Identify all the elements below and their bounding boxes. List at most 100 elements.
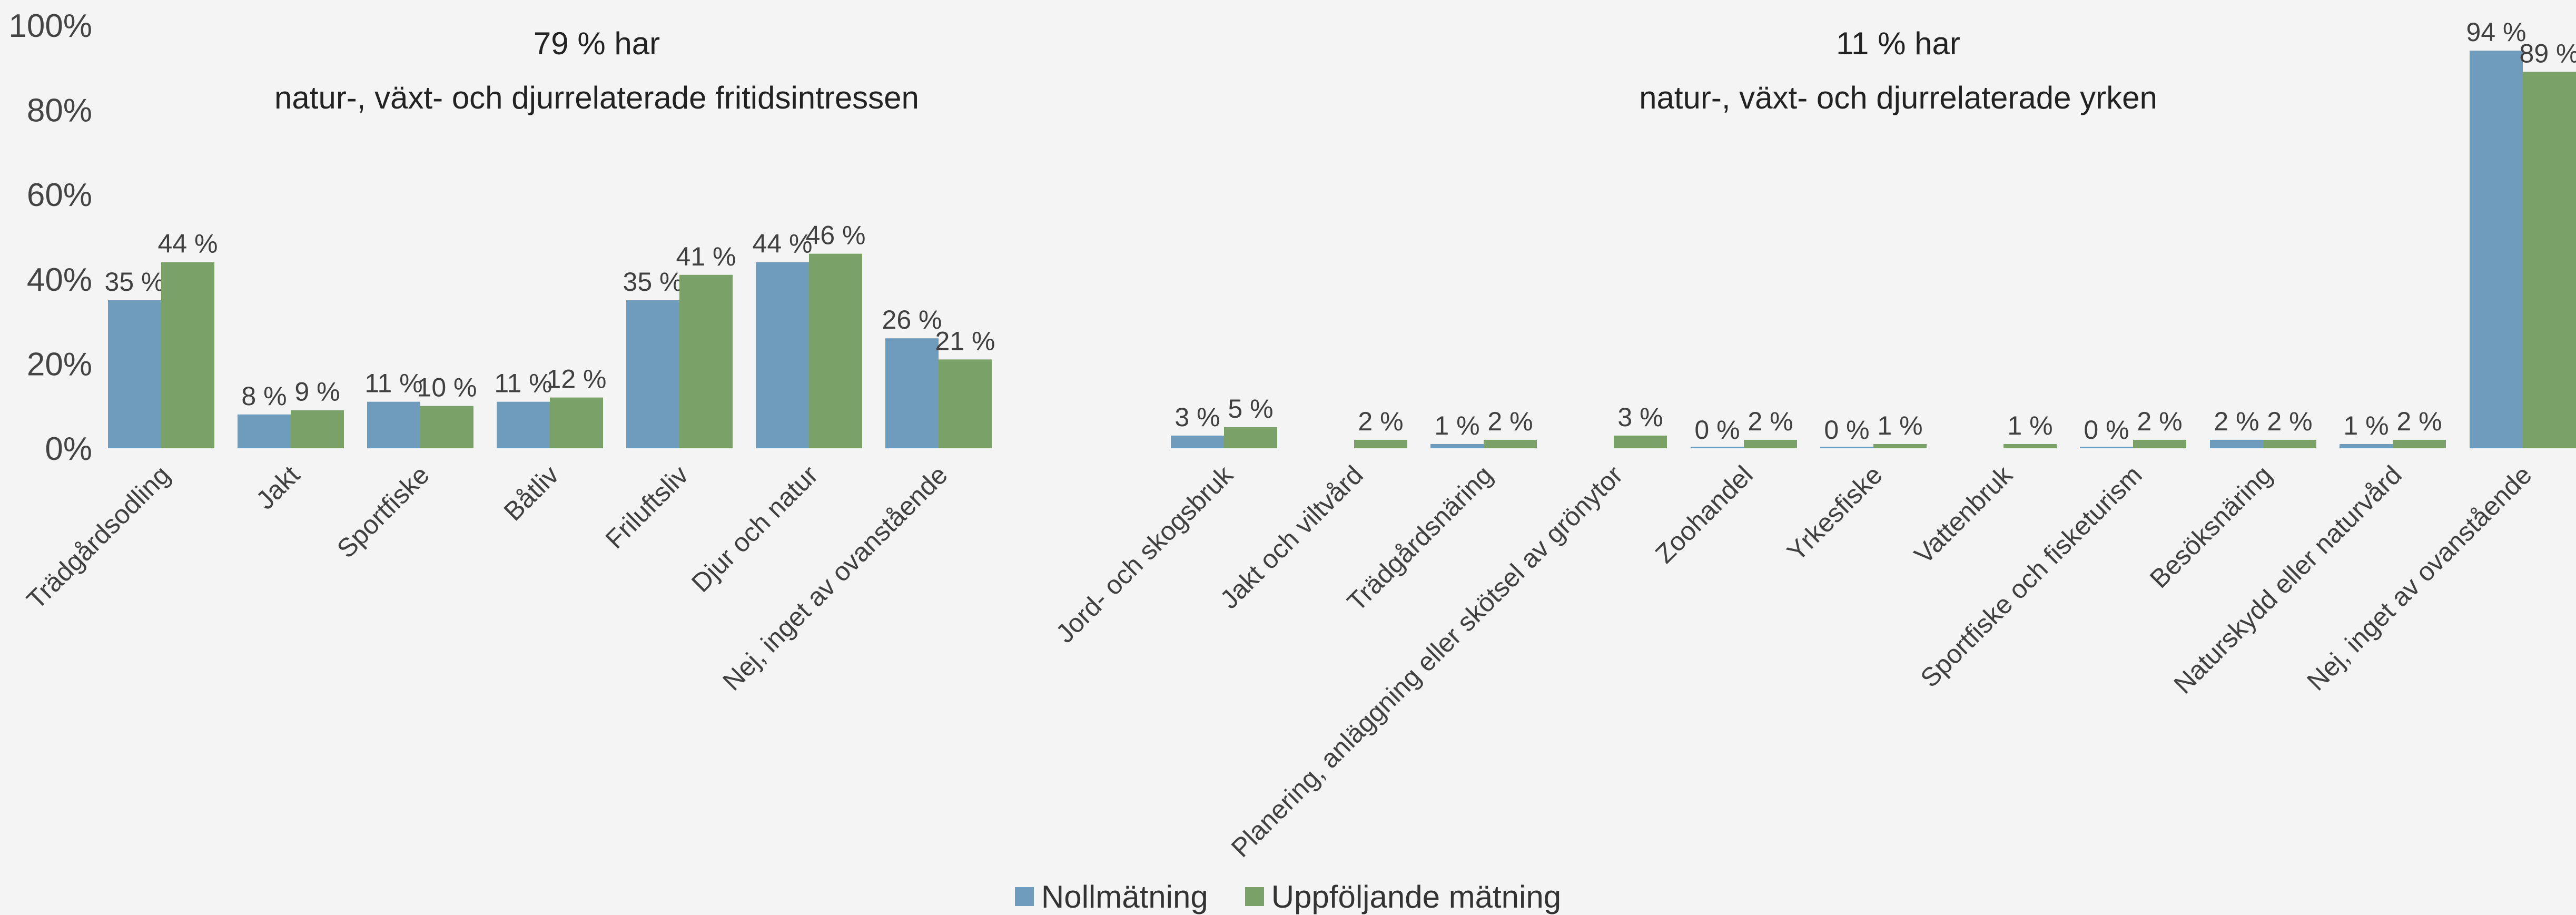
bar-uppfoljande [2003,444,2057,448]
data-label-nollmatning: 0 % [1824,415,1869,445]
data-label-nollmatning: 44 % [753,229,813,259]
legend-label-nollmatning: Nollmätning [1041,879,1208,914]
group-heading-line1: 79 % har [534,26,660,61]
bar-nollmatning [2210,439,2263,448]
data-label-uppfoljande: 9 % [294,377,340,407]
bar-uppfoljande [291,410,344,448]
bar-uppfoljande [1224,427,1277,448]
data-label-nollmatning: 0 % [1694,415,1740,445]
bar-nollmatning [756,262,809,448]
data-label-nollmatning: 26 % [882,305,942,334]
data-label-nollmatning: 35 % [105,267,165,297]
legend-item-nollmatning: Nollmätning [1014,879,1208,915]
bar-uppfoljande [1484,439,1537,448]
bar-nollmatning [1171,435,1224,448]
bar-nollmatning [2340,444,2393,448]
data-label-nollmatning: 0 % [2084,415,2129,445]
x-category-label: Friluftsliv [600,460,694,554]
y-tick-label: 20% [27,346,92,382]
data-label-uppfoljande: 5 % [1228,394,1273,424]
bar-nollmatning [238,414,291,448]
x-category-label: Sportfiske och fisketurism [1914,460,2147,693]
bar-uppfoljande [679,274,733,448]
data-label-uppfoljande: 12 % [547,365,607,394]
bar-uppfoljande [939,359,992,448]
data-label-uppfoljande: 1 % [1877,411,1922,440]
y-tick-label: 60% [27,177,92,213]
data-label-uppfoljande: 46 % [806,221,866,250]
data-label-uppfoljande: 21 % [935,326,995,356]
bar-uppfoljande [1873,444,1927,448]
bar-nollmatning [2080,447,2133,448]
data-label-uppfoljande: 89 % [2520,38,2576,68]
group-heading-line2: natur-, växt- och djurrelaterade fritids… [274,80,919,115]
x-category-label: Jord- och skogsbruk [1050,459,1239,648]
bar-nollmatning [367,401,420,448]
data-label-nollmatning: 2 % [2214,407,2259,436]
bar-uppfoljande [2523,72,2576,448]
legend: Nollmätning Uppföljande mätning [0,879,2576,914]
bar-uppfoljande [161,262,214,448]
bar-uppfoljande [1614,435,1667,448]
bar-nollmatning [885,338,939,448]
bar-nollmatning [497,401,550,448]
bar-uppfoljande [550,397,603,448]
bar-nollmatning [2470,51,2523,449]
x-category-label: Naturskydd eller naturvård [2168,460,2407,699]
data-label-nollmatning: 11 % [364,369,422,398]
x-category-label: Zoohandel [1650,460,1759,569]
data-label-uppfoljande: 2 % [1358,407,1403,436]
bar-uppfoljande [420,406,473,448]
data-label-uppfoljande: 1 % [2007,411,2052,440]
data-label-nollmatning: 1 % [2343,411,2389,440]
y-tick-label: 100% [8,8,92,44]
group-heading-line2: natur-, växt- och djurrelaterade yrken [1639,80,2157,115]
data-label-uppfoljande: 2 % [2396,407,2442,436]
bar-uppfoljande [2263,439,2316,448]
data-label-uppfoljande: 41 % [676,242,736,271]
x-category-label: Båtliv [498,460,565,526]
data-label-nollmatning: 94 % [2466,17,2526,47]
x-category-label: Djur och natur [686,460,824,598]
x-category-label: Besöksnäring [2144,460,2278,594]
data-label-nollmatning: 3 % [1175,402,1220,432]
bar-nollmatning [1691,447,1744,448]
legend-label-uppfoljande: Uppföljande mätning [1271,879,1562,914]
data-label-nollmatning: 8 % [241,381,287,411]
x-category-label: Nej, inget av ovanstående [2301,460,2537,696]
legend-swatch-uppfoljande [1245,887,1264,906]
y-tick-label: 80% [27,93,92,129]
data-label-uppfoljande: 2 % [1487,407,1533,436]
data-label-uppfoljande: 44 % [158,229,218,259]
bar-nollmatning [1430,444,1484,448]
legend-item-uppfoljande: Uppföljande mätning [1245,879,1561,915]
x-category-label: Trädgårdsodling [21,460,176,615]
bar-nollmatning [1820,447,1873,448]
data-label-nollmatning: 35 % [623,267,683,297]
bar-uppfoljande [809,253,862,448]
data-label-uppfoljande: 2 % [2267,407,2312,436]
x-category-label: Jakt [250,460,305,515]
bar-uppfoljande [2133,439,2186,448]
bar-nollmatning [108,300,161,448]
data-label-nollmatning: 11 % [494,369,552,398]
bar-uppfoljande [1354,439,1407,448]
x-category-label: Sportfiske [331,460,435,564]
data-label-uppfoljande: 10 % [417,373,477,402]
data-label-uppfoljande: 3 % [1617,402,1663,432]
y-tick-label: 40% [27,262,92,298]
data-label-nollmatning: 1 % [1434,411,1479,440]
bar-nollmatning [626,300,679,448]
x-category-label: Nej, inget av ovanstående [717,460,953,696]
x-category-label: Yrkesfiske [1781,460,1888,567]
data-label-uppfoljande: 2 % [1748,407,1793,436]
data-label-uppfoljande: 2 % [2137,407,2182,436]
y-tick-label: 0% [45,431,92,467]
x-category-label: Vattenbruk [1909,459,2019,569]
legend-swatch-nollmatning [1014,887,1034,906]
bar-uppfoljande [1744,439,1797,448]
bar-uppfoljande [2393,439,2446,448]
group-heading-line1: 11 % har [1836,26,1960,61]
